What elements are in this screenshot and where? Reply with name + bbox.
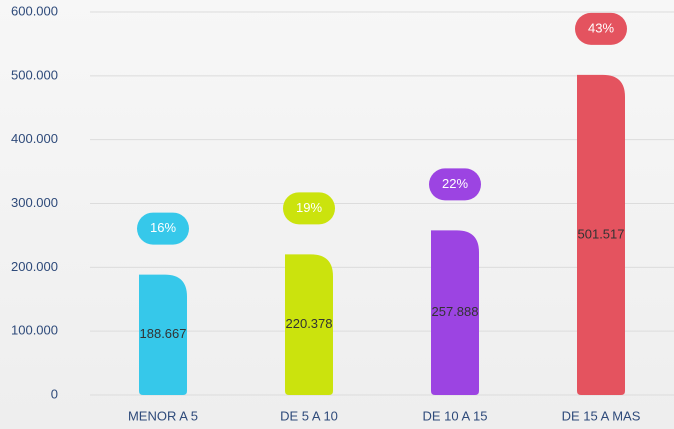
percentage-label: 22% <box>442 176 468 191</box>
bar <box>577 74 625 395</box>
x-tick-label: DE 15 A MAS <box>562 408 641 423</box>
percentage-label: 43% <box>588 20 614 35</box>
bar <box>139 274 187 395</box>
value-label: 220.378 <box>286 316 333 331</box>
x-tick-label: DE 5 A 10 <box>280 408 338 423</box>
percentage-badge <box>283 192 335 225</box>
value-label: 501.517 <box>578 226 625 241</box>
value-label: 188.667 <box>140 326 187 341</box>
percentage-label: 16% <box>150 220 176 235</box>
percentage-badge <box>575 12 627 45</box>
y-tick-label: 400.000 <box>11 131 58 146</box>
bar <box>431 230 479 395</box>
percentage-badge <box>137 212 189 245</box>
percentage-badge <box>429 168 481 201</box>
y-tick-label: 100.000 <box>11 323 58 338</box>
x-tick-label: MENOR A 5 <box>128 408 198 423</box>
x-tick-label: DE 10 A 15 <box>422 408 487 423</box>
y-tick-label: 0 <box>51 386 58 401</box>
y-tick-label: 300.000 <box>11 195 58 210</box>
y-tick-label: 600.000 <box>11 3 58 18</box>
y-tick-label: 200.000 <box>11 259 58 274</box>
value-label: 257.888 <box>432 304 479 319</box>
bar <box>285 254 333 395</box>
percentage-label: 19% <box>296 200 322 215</box>
y-tick-label: 500.000 <box>11 67 58 82</box>
